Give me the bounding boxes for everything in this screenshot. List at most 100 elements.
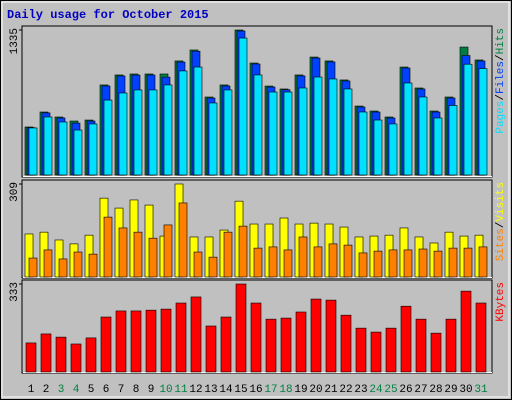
x-tick-label: 14 (219, 384, 233, 396)
bar (58, 121, 68, 176)
x-tick-label: 22 (339, 384, 352, 396)
bar (133, 89, 143, 176)
bar (145, 309, 157, 373)
bar (103, 216, 113, 278)
bar (448, 247, 458, 278)
x-tick-label: 10 (159, 384, 172, 396)
legend-entry: Hits (495, 28, 507, 54)
bar (85, 337, 97, 373)
x-tick-label: 7 (118, 384, 125, 396)
legend: Sites/Visits (495, 182, 507, 261)
bar (298, 236, 308, 278)
y-tick-label: 1335 (9, 28, 21, 54)
bar (178, 202, 188, 278)
chart-title: Daily usage for October 2015 (7, 8, 209, 22)
bar (223, 89, 233, 176)
x-tick-label: 13 (204, 384, 217, 396)
bar (190, 296, 202, 373)
bar (415, 318, 427, 373)
bar (340, 314, 352, 373)
x-tick-label: 19 (294, 384, 307, 396)
bar (238, 37, 248, 176)
bar (310, 298, 322, 373)
legend-entry: Files (495, 61, 507, 94)
legend-separator: / (495, 94, 507, 101)
bar (28, 257, 38, 278)
x-tick-label: 2 (43, 384, 50, 396)
bar (463, 63, 473, 176)
bar (463, 247, 473, 278)
bar (220, 316, 232, 373)
x-tick-label: 30 (459, 384, 472, 396)
x-tick-label: 20 (309, 384, 322, 396)
bar (343, 88, 353, 176)
bar (25, 342, 37, 373)
bar (403, 82, 413, 176)
bar (298, 87, 308, 176)
legend-separator: / (495, 222, 507, 229)
bar (280, 317, 292, 373)
bar (133, 231, 143, 278)
bar (163, 84, 173, 176)
bar (403, 249, 413, 278)
bar (325, 299, 337, 373)
bar (208, 102, 218, 176)
bar (28, 127, 38, 176)
legend: Pages/Files/Hits (495, 28, 507, 134)
bar (373, 250, 383, 278)
x-tick-label: 16 (249, 384, 262, 396)
bar (478, 68, 488, 176)
bar (355, 327, 367, 373)
bar (148, 89, 158, 176)
bar (418, 96, 428, 176)
x-tick-label: 15 (234, 384, 247, 396)
x-tick-label: 9 (148, 384, 155, 396)
bar (433, 117, 443, 176)
bar (163, 224, 173, 278)
legend-entry: Sites (495, 228, 507, 261)
bar (253, 247, 263, 278)
bar (343, 244, 353, 278)
bar (73, 129, 83, 176)
bar (208, 256, 218, 278)
x-tick-label: 18 (279, 384, 292, 396)
bar (358, 111, 368, 176)
bar (193, 251, 203, 278)
x-tick-label: 6 (103, 384, 110, 396)
bar (148, 237, 158, 278)
bar (373, 119, 383, 176)
bar (313, 246, 323, 278)
bar (58, 258, 68, 278)
bar (238, 225, 248, 278)
bar (73, 251, 83, 278)
bar (283, 249, 293, 278)
bar (400, 305, 412, 373)
bar (160, 308, 172, 373)
legend-entry: KBytes (495, 282, 507, 322)
x-tick-label: 26 (399, 384, 412, 396)
bar (115, 310, 127, 373)
x-tick-label: 3 (58, 384, 65, 396)
legend: KBytes (495, 282, 507, 322)
bar (118, 227, 128, 278)
y-tick-label: 333 (9, 282, 21, 302)
bar (205, 325, 217, 373)
x-tick-label: 23 (354, 384, 367, 396)
bar (250, 302, 262, 373)
bar (370, 331, 382, 373)
bar (445, 318, 457, 373)
x-tick-label: 4 (73, 384, 80, 396)
bar (460, 290, 472, 373)
bar (433, 250, 443, 278)
bar (43, 249, 53, 278)
bar (385, 327, 397, 373)
bar (118, 92, 128, 176)
bar (313, 76, 323, 176)
bar (55, 336, 67, 373)
x-tick-label: 11 (174, 384, 188, 396)
x-tick-label: 8 (133, 384, 140, 396)
x-tick-label: 12 (189, 384, 202, 396)
bar (295, 311, 307, 373)
bar (358, 252, 368, 278)
